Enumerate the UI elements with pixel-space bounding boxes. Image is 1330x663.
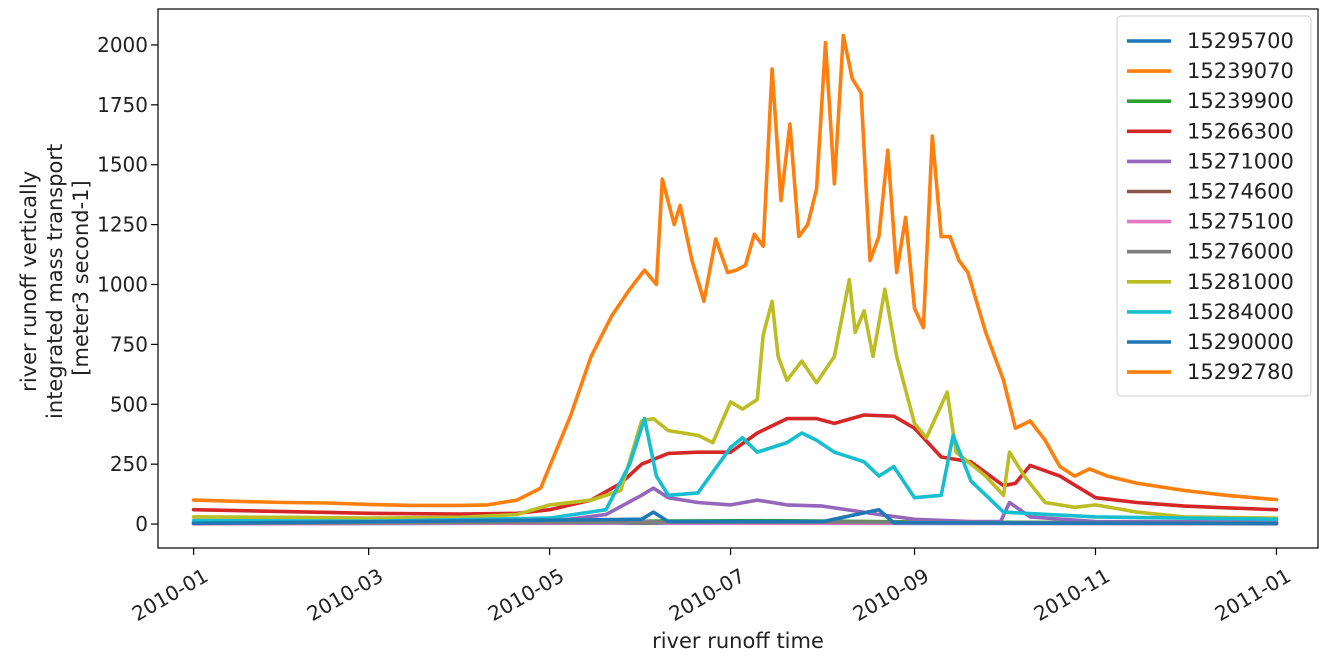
- series-line-15266300: [191, 413, 1279, 516]
- y-axis-title: river runoff vertically integrated mass …: [17, 137, 93, 419]
- legend-box: [1116, 15, 1312, 397]
- y-tick-label-3: 750: [110, 332, 148, 356]
- legend-label-15284000: 15284000: [1187, 300, 1294, 324]
- y-tick-label-8: 2000: [97, 33, 148, 57]
- series-line-15281000: [191, 277, 1279, 520]
- y-axis-title-line-3: [meter3 second-1]: [69, 180, 93, 375]
- legend: 15295700 15239070 15239900 15266300 15271000…: [1116, 15, 1312, 397]
- legend-label-15281000: 15281000: [1187, 270, 1294, 294]
- plot-frame: [157, 8, 1319, 549]
- legend-label-15239900: 15239900: [1187, 89, 1294, 113]
- series-line-15292780: [191, 33, 1279, 508]
- legend-label-15295700: 15295700: [1187, 29, 1294, 53]
- legend-label-15266300: 15266300: [1187, 119, 1294, 143]
- legend-label-15290000: 15290000: [1187, 330, 1294, 354]
- legend-label-15274600: 15274600: [1187, 180, 1294, 204]
- y-tick-label-4: 1000: [97, 272, 148, 296]
- legend-label-15276000: 15276000: [1187, 240, 1294, 264]
- series-line-15284000: [191, 416, 1279, 523]
- y-tick-label-1: 250: [110, 452, 148, 476]
- series-line-15271000: [191, 486, 1279, 524]
- y-axis-ticks: 0 250 500 750 1000 1250 1500 1750 2000: [97, 33, 158, 536]
- x-axis-title: river runoff time: [652, 629, 824, 653]
- y-tick-label-6: 1500: [97, 153, 148, 177]
- y-axis-title-line-1: river runoff vertically: [17, 171, 41, 392]
- y-axis-title-line-2: integrated mass transport: [43, 144, 67, 419]
- series-line-15290000: [191, 507, 1279, 526]
- legend-label-15239070: 15239070: [1187, 59, 1294, 83]
- legend-label-15275100: 15275100: [1187, 210, 1294, 234]
- y-tick-label-5: 1250: [97, 213, 148, 237]
- series-layer: [191, 33, 1279, 526]
- y-tick-label-0: 0: [135, 512, 148, 536]
- legend-label-15271000: 15271000: [1187, 149, 1294, 173]
- legend-label-15292780: 15292780: [1187, 360, 1294, 384]
- y-tick-label-7: 1750: [97, 93, 148, 117]
- y-tick-label-2: 500: [110, 392, 148, 416]
